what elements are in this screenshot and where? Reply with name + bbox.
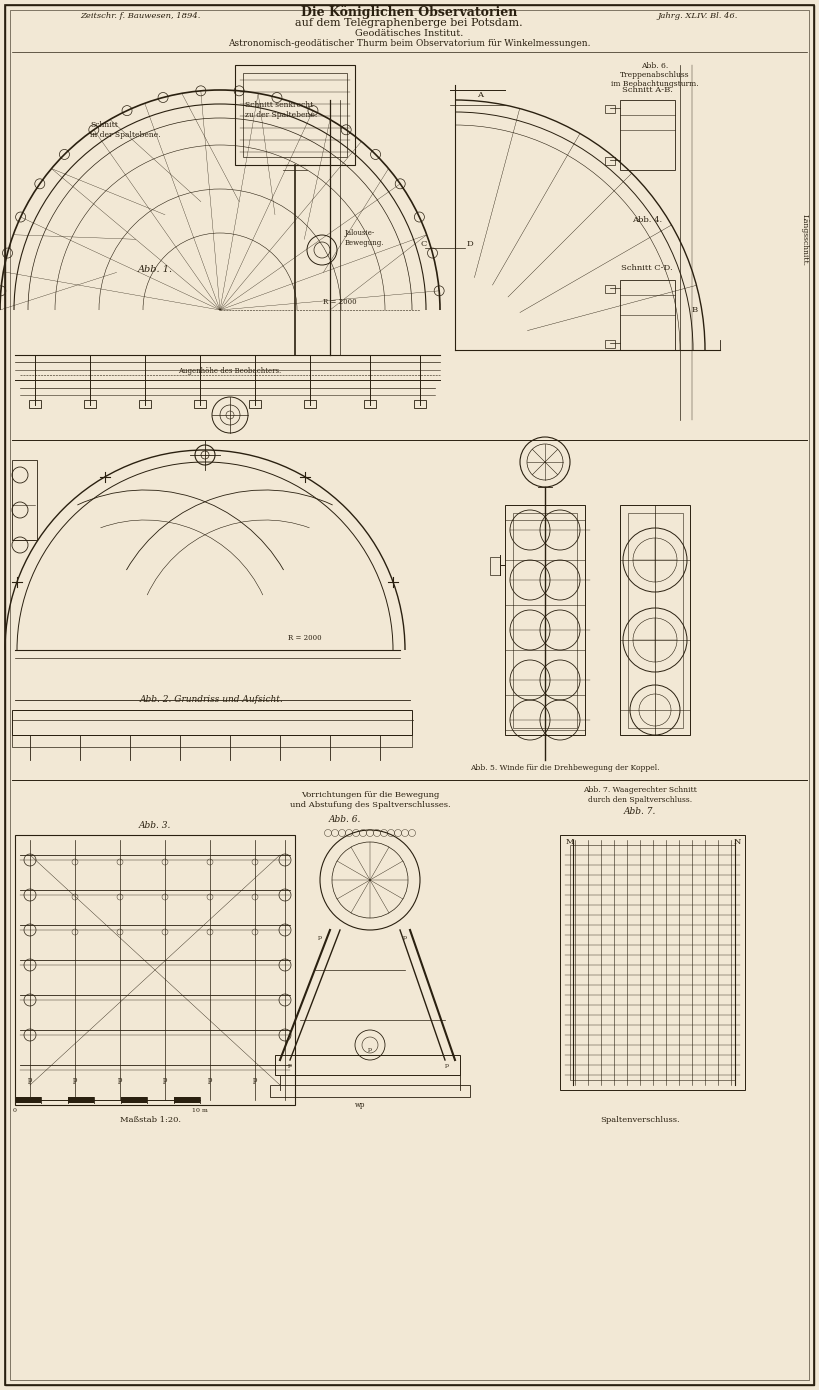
Text: Abb. 6.: Abb. 6.	[328, 816, 361, 824]
Text: N: N	[734, 838, 741, 847]
Bar	[270, 1086, 470, 1097]
Bar	[235, 65, 355, 165]
Text: p: p	[253, 1076, 257, 1084]
Text: p: p	[288, 1062, 292, 1068]
Text: 10 m: 10 m	[192, 1108, 208, 1112]
Bar	[620, 100, 675, 170]
Text: Abb. 5. Winde für die Drehbewegung der Koppel.: Abb. 5. Winde für die Drehbewegung der K…	[470, 765, 660, 771]
Text: Abb. 1.: Abb. 1.	[138, 265, 173, 274]
Text: wp: wp	[355, 1101, 365, 1109]
Text: C: C	[421, 240, 427, 247]
Text: p: p	[403, 935, 407, 941]
Bar	[490, 557, 500, 575]
Text: Geodätisches Institut.: Geodätisches Institut.	[355, 29, 464, 39]
Text: Vorrichtungen für die Bewegung
und Abstufung des Spaltverschlusses.: Vorrichtungen für die Bewegung und Abstu…	[290, 791, 450, 809]
Text: Abb. 3.: Abb. 3.	[138, 820, 171, 830]
Text: Abb. 4.: Abb. 4.	[632, 215, 662, 224]
Text: p: p	[28, 1076, 32, 1084]
Bar	[29, 400, 41, 409]
Text: R = 2000: R = 2000	[324, 297, 357, 306]
Bar	[605, 157, 615, 165]
Bar	[605, 341, 615, 348]
Text: Jalousie-
Bewegung.: Jalousie- Bewegung.	[345, 229, 384, 246]
Bar	[304, 400, 316, 409]
Text: Abb. 7.: Abb. 7.	[624, 808, 656, 816]
Bar	[560, 835, 745, 1090]
Text: Maßstab 1:20.: Maßstab 1:20.	[120, 1116, 180, 1125]
Bar	[513, 513, 577, 728]
Text: Abb. 6.
Treppenabschluss
im Beobachtungsturm.: Abb. 6. Treppenabschluss im Beobachtungs…	[611, 61, 699, 88]
Text: B: B	[692, 306, 698, 314]
Text: 0: 0	[13, 1108, 17, 1112]
Bar	[15, 1097, 42, 1104]
Text: Abb. 2. Grundriss und Aufsicht.: Abb. 2. Grundriss und Aufsicht.	[140, 695, 283, 705]
Bar	[605, 285, 615, 293]
Bar	[414, 400, 426, 409]
Text: M: M	[566, 838, 575, 847]
Text: Längsschnitt.: Längsschnitt.	[801, 214, 809, 265]
Bar	[243, 74, 347, 157]
Bar	[628, 513, 683, 728]
Text: Spaltenverschluss.: Spaltenverschluss.	[600, 1116, 680, 1125]
Bar	[12, 735, 412, 746]
Bar	[15, 835, 295, 1105]
Bar	[12, 460, 37, 539]
Bar	[12, 710, 412, 735]
Text: p: p	[73, 1076, 77, 1084]
Text: Zeitschr. f. Bauwesen, 1894.: Zeitschr. f. Bauwesen, 1894.	[80, 13, 201, 19]
Bar	[139, 400, 151, 409]
Text: A: A	[477, 90, 483, 99]
Text: Jahrg. XLIV. Bl. 46.: Jahrg. XLIV. Bl. 46.	[658, 13, 738, 19]
Bar	[174, 1097, 200, 1104]
Bar	[570, 845, 735, 1080]
Bar	[249, 400, 261, 409]
Text: Schnitt A-B.: Schnitt A-B.	[622, 86, 672, 95]
Text: p: p	[163, 1076, 167, 1084]
Bar	[605, 106, 615, 113]
Text: Schnitt
in der Spaltebene.: Schnitt in der Spaltebene.	[90, 121, 161, 139]
Text: p: p	[368, 1048, 372, 1052]
Text: Schnitt senkrecht
zu der Spaltebene.: Schnitt senkrecht zu der Spaltebene.	[245, 101, 317, 118]
Text: auf dem Telegraphenberge bei Potsdam.: auf dem Telegraphenberge bei Potsdam.	[295, 18, 523, 28]
Text: p: p	[208, 1076, 212, 1084]
Bar	[275, 1055, 460, 1074]
Bar	[194, 400, 206, 409]
Bar	[364, 400, 376, 409]
Bar	[68, 1097, 94, 1104]
Text: p: p	[445, 1062, 449, 1068]
Text: Schnitt C-D.: Schnitt C-D.	[621, 264, 673, 272]
Bar	[120, 1097, 147, 1104]
Text: Abb. 7. Waagerechter Schnitt
durch den Spaltverschluss.: Abb. 7. Waagerechter Schnitt durch den S…	[583, 787, 697, 803]
Text: p: p	[318, 935, 322, 941]
Bar	[84, 400, 96, 409]
Bar	[620, 505, 690, 735]
Bar	[505, 505, 585, 735]
Text: R = 2000: R = 2000	[288, 634, 322, 642]
Text: Astronomisch-geodätischer Thurm beim Observatorium für Winkelmessungen.: Astronomisch-geodätischer Thurm beim Obs…	[228, 39, 590, 49]
Text: Augenhöhe des Beobachters.: Augenhöhe des Beobachters.	[179, 367, 282, 375]
Text: Die Königlichen Observatorien: Die Königlichen Observatorien	[301, 6, 517, 19]
Text: p: p	[118, 1076, 122, 1084]
Text: D: D	[467, 240, 473, 247]
Bar	[620, 279, 675, 350]
